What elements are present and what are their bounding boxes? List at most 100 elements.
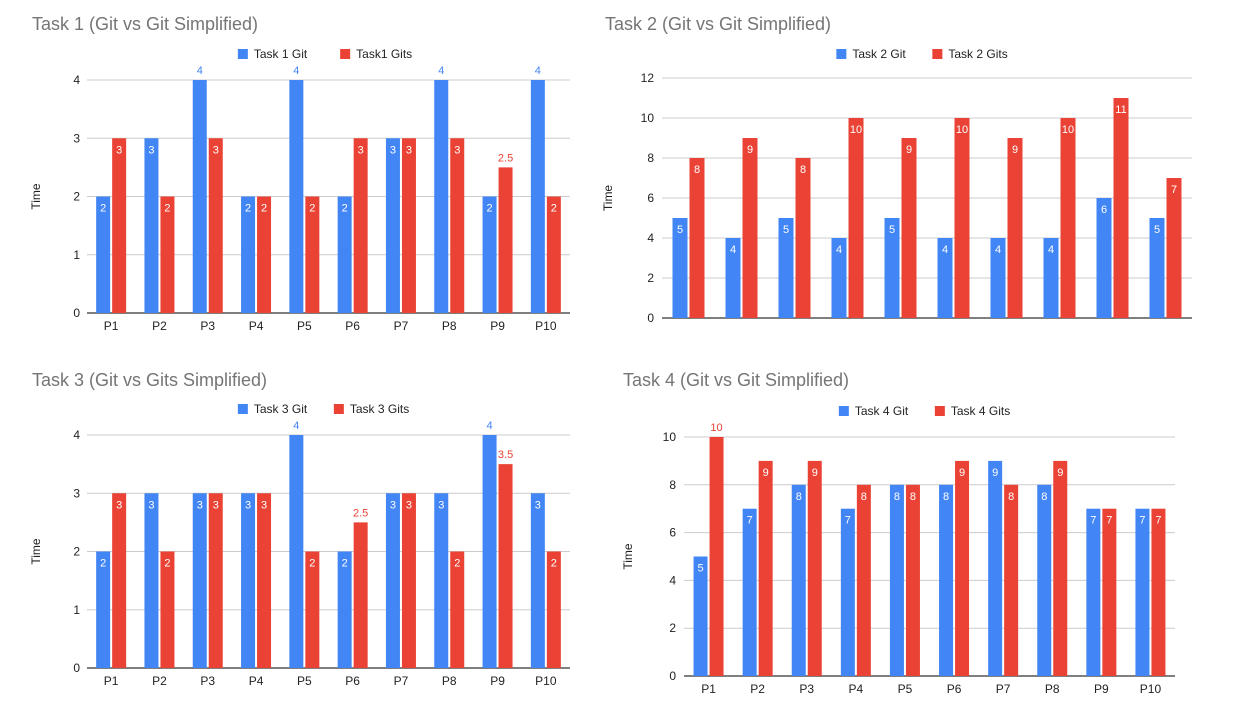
- data-label: 4: [293, 65, 299, 77]
- legend-label: Task 3 Gits: [350, 402, 409, 416]
- data-label: 3: [213, 144, 219, 156]
- legend-swatch: [932, 49, 943, 59]
- bar: [353, 138, 368, 313]
- bar: [498, 464, 513, 668]
- bar: [758, 460, 773, 676]
- data-label: 8: [861, 491, 867, 503]
- bar: [546, 196, 561, 313]
- chart-panel-task3: Task 3 (Git vs Gits Simplified) 0 1 2 3 4 Tim…: [0, 360, 600, 709]
- data-label: 5: [783, 224, 789, 236]
- x-tick-label: P3: [799, 682, 814, 696]
- data-label: 2: [100, 558, 106, 570]
- y-tick-label: 2: [73, 545, 80, 559]
- data-label: 7: [1139, 515, 1145, 527]
- data-label: 9: [747, 144, 753, 156]
- data-label: 11: [1115, 104, 1126, 116]
- bar: [988, 460, 1003, 676]
- legend-label: Task 2 Gits: [948, 47, 1007, 61]
- data-label: 4: [836, 244, 842, 256]
- legend: Task 4 Git Task 4 Gits: [838, 404, 1010, 418]
- bar: [990, 238, 1006, 318]
- data-label: 4: [293, 420, 299, 432]
- bar: [208, 493, 223, 668]
- data-label: 4: [197, 65, 203, 77]
- bar: [889, 484, 904, 676]
- data-label: 3: [261, 499, 267, 511]
- bar: [1166, 178, 1182, 318]
- bar: [884, 218, 900, 318]
- x-tick-label: P2: [152, 674, 167, 688]
- x-tick-label: P6: [947, 682, 962, 696]
- data-label: 3.5: [498, 449, 513, 461]
- data-label: 3: [406, 144, 412, 156]
- data-label: 2: [245, 203, 251, 215]
- legend-label: Task1 Gits: [356, 47, 412, 61]
- bar: [241, 196, 256, 313]
- x-tick-label: P4: [249, 319, 264, 333]
- data-label: 4: [730, 244, 736, 256]
- data-label: 7: [1106, 515, 1112, 527]
- x-tick-label: P1: [104, 674, 119, 688]
- bar: [257, 493, 272, 668]
- data-label: 5: [889, 224, 895, 236]
- bar: [434, 493, 449, 668]
- data-label: 3: [390, 499, 396, 511]
- bar: [1060, 118, 1076, 318]
- y-axis-title: Time: [601, 185, 615, 212]
- data-label: 9: [1012, 144, 1018, 156]
- data-label: 2: [486, 203, 492, 215]
- bar: [1102, 508, 1117, 676]
- x-tick-label: P4: [249, 674, 264, 688]
- data-label: 9: [992, 467, 998, 479]
- bar: [954, 118, 970, 318]
- data-label: 3: [197, 499, 203, 511]
- bar: [498, 167, 513, 313]
- data-label: 8: [1041, 491, 1047, 503]
- x-tick-label: P10: [535, 674, 557, 688]
- data-label: 8: [910, 491, 916, 503]
- bar: [353, 522, 368, 668]
- y-tick-label: 0: [669, 669, 676, 683]
- legend-label: Task 1 Git: [254, 47, 308, 61]
- x-tick-label: P2: [750, 682, 765, 696]
- y-tick-label: 4: [647, 231, 654, 245]
- bar: [856, 484, 871, 676]
- bar: [401, 138, 416, 313]
- bar: [144, 493, 159, 668]
- y-tick-label: 8: [647, 151, 654, 165]
- x-tick-label: P7: [394, 674, 409, 688]
- data-label: 3: [406, 499, 412, 511]
- bar: [955, 460, 970, 676]
- data-label: 9: [763, 467, 769, 479]
- bar: [337, 196, 352, 313]
- x-tick-label: P10: [1140, 682, 1162, 696]
- bar: [742, 508, 757, 676]
- data-label: 6: [1101, 204, 1107, 216]
- data-label: 2: [309, 203, 315, 215]
- y-tick-label: 2: [669, 621, 676, 635]
- data-label: 10: [956, 124, 968, 136]
- bar: [1043, 238, 1059, 318]
- y-axis-title: Time: [29, 183, 43, 210]
- legend: Task 1 Git Task1 Gits: [237, 47, 412, 61]
- data-label: 9: [959, 467, 965, 479]
- chart-title: Task 4 (Git vs Git Simplified): [623, 370, 850, 390]
- y-axis-title: Time: [621, 543, 635, 570]
- bar: [1135, 508, 1150, 676]
- data-label: 7: [1090, 515, 1096, 527]
- data-label: 5: [697, 563, 703, 575]
- legend-swatch: [934, 406, 945, 416]
- data-label: 9: [906, 144, 912, 156]
- data-label: 4: [942, 244, 948, 256]
- data-label: 3: [148, 144, 154, 156]
- bar: [807, 460, 822, 676]
- y-tick-label: 3: [73, 486, 80, 500]
- x-tick-label: P9: [490, 319, 505, 333]
- bar: [1149, 218, 1165, 318]
- bar: [289, 435, 304, 668]
- data-label: 3: [454, 144, 460, 156]
- chart-title: Task 3 (Git vs Gits Simplified): [32, 370, 268, 390]
- data-label: 8: [796, 491, 802, 503]
- y-tick-label: 1: [73, 248, 80, 262]
- bar: [1053, 460, 1068, 676]
